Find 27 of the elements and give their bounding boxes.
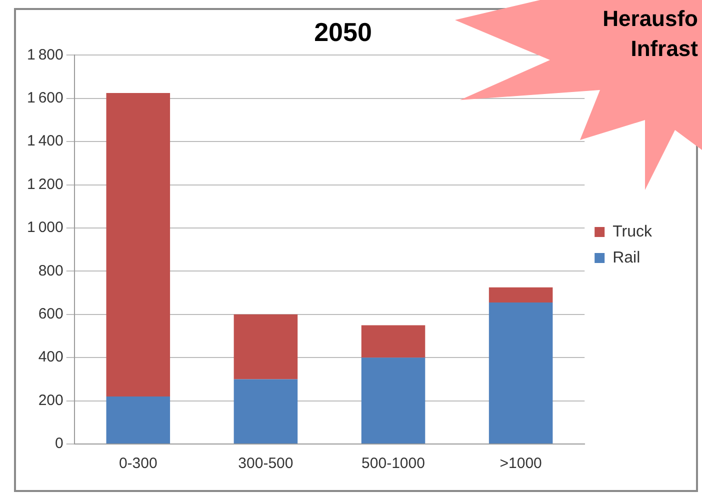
y-tick-label: 1 600 <box>26 90 64 107</box>
y-tick-label: 1 000 <box>26 219 64 236</box>
x-tick-label: 300-500 <box>238 455 294 472</box>
bar <box>106 396 170 444</box>
y-tick-label: 0 <box>55 435 64 452</box>
chart-title: 2050 <box>314 16 372 47</box>
legend-label: Rail <box>612 249 640 266</box>
bar <box>488 302 553 444</box>
y-tick-label: 200 <box>38 392 64 409</box>
bar <box>106 93 170 396</box>
y-tick-label: 800 <box>38 262 64 280</box>
bar <box>361 325 426 358</box>
x-tick-label: >1000 <box>500 455 542 472</box>
y-tick-label: 1 800 <box>26 46 64 64</box>
y-tick-label: 1 200 <box>26 176 64 193</box>
bar <box>234 379 298 444</box>
text: Herausfo <box>602 6 698 32</box>
y-tick-label: 1 400 <box>26 132 64 150</box>
legend-label: Truck <box>612 223 653 240</box>
x-tick-label: 500-1000 <box>362 455 425 472</box>
bar <box>234 314 298 380</box>
y-tick-label: 600 <box>38 306 64 323</box>
bar <box>361 358 426 444</box>
y-tick-label: 400 <box>38 348 64 366</box>
text: Infrast <box>630 36 698 62</box>
bar <box>488 287 553 303</box>
x-tick-label: 0-300 <box>118 455 158 472</box>
